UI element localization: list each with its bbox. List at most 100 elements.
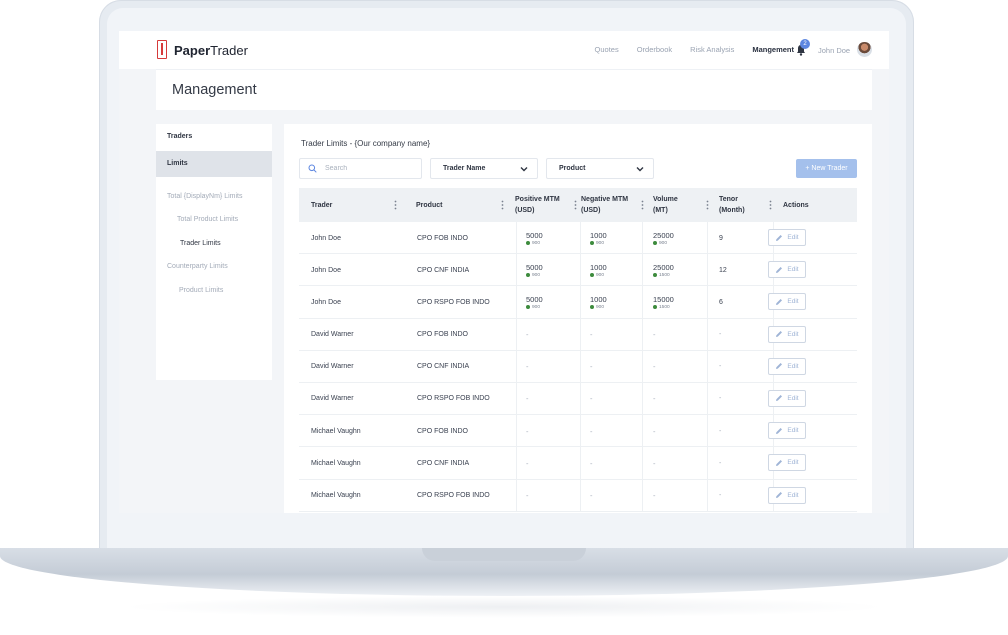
column-menu-icon[interactable] (501, 200, 504, 210)
table-row[interactable]: David Warner CPO RSPO FOB INDO - - - - E… (299, 382, 857, 416)
cell-trader: David Warner (311, 395, 354, 403)
avatar[interactable] (857, 42, 872, 57)
sidebar-item-limits[interactable]: Limits (156, 151, 272, 177)
negative-mtm-value: 1000 (590, 230, 607, 240)
cell-product: CPO CNF INDIA (417, 266, 470, 274)
cell-negative-mtm: - (590, 383, 593, 415)
column-menu-icon[interactable] (574, 200, 577, 210)
cell-negative-mtm: 1000 900 (590, 254, 607, 286)
positive-mtm-value: 5000 (526, 294, 543, 304)
pencil-icon (776, 234, 783, 241)
table-row[interactable]: Michael Vaughn CPO RSPO FOB INDO - - - -… (299, 479, 857, 512)
table-row[interactable]: Michael Vaughn CPO FOB INDO - - - - Edit (299, 415, 857, 448)
col-header-positive-mtm-line2: (USD) (515, 207, 535, 214)
column-divider (516, 415, 517, 448)
trader-name-dropdown[interactable]: Trader Name (430, 158, 538, 179)
user-name[interactable]: John Doe (818, 46, 851, 55)
search-input[interactable] (325, 165, 415, 172)
negative-mtm-value: - (590, 458, 593, 468)
col-header-volume[interactable]: Volume (MT) (653, 188, 678, 222)
col-header-tenor[interactable]: Tenor (Month) (719, 188, 745, 222)
cell-trader: Michael Vaughn (311, 492, 361, 499)
table-row[interactable]: John Doe CPO FOB INDO 5000 900 1000 900 … (299, 222, 857, 255)
col-header-negative-mtm[interactable]: Negative MTM (USD) (581, 188, 628, 222)
column-divider (580, 350, 581, 383)
negative-mtm-value: - (590, 394, 593, 404)
column-divider (516, 350, 517, 383)
volume-value: - (653, 362, 656, 372)
column-divider (707, 222, 708, 254)
sidebar-item-total-product-limits[interactable]: Total Product Limits (177, 216, 239, 223)
cell-trader: Michael Vaughn (311, 459, 361, 467)
col-header-product[interactable]: Product (416, 201, 443, 209)
column-menu-icon[interactable] (706, 200, 709, 210)
edit-button[interactable]: Edit (768, 357, 806, 375)
edit-button-label: Edit (787, 394, 799, 402)
page-header: Management (156, 69, 872, 110)
edit-button[interactable]: Edit (768, 486, 806, 504)
volume-value: 25000 (653, 262, 674, 272)
column-menu-icon[interactable] (769, 200, 772, 210)
nav-risk-analysis[interactable]: Risk Analysis (690, 45, 735, 54)
edit-button[interactable]: Edit (768, 261, 806, 279)
negative-mtm-sub-value: 900 (596, 304, 605, 310)
status-dot-icon (653, 273, 657, 278)
negative-mtm-sub-value: 900 (596, 272, 605, 278)
sidebar-item-trader-limits[interactable]: Trader Limits (180, 240, 221, 247)
column-menu-icon[interactable] (641, 200, 644, 210)
product-dropdown-label: Product (559, 165, 586, 172)
new-trader-button[interactable]: + New Trader (796, 159, 857, 178)
column-divider (516, 254, 517, 287)
edit-button[interactable]: Edit (768, 293, 806, 311)
table-row[interactable]: Michael Vaughn CPO CNF INDIA - - - - Edi… (299, 447, 857, 480)
nav-management[interactable]: Mangement (752, 45, 794, 54)
volume-value: - (653, 394, 656, 404)
column-divider (516, 479, 517, 512)
column-menu-icon[interactable] (394, 200, 397, 210)
sidebar-item-counterparty-limits[interactable]: Counterparty Limits (167, 263, 228, 270)
column-divider (707, 286, 708, 319)
table-row[interactable]: David Warner CPO FOB INDO - - - - Edit (299, 318, 857, 351)
edit-button[interactable]: Edit (768, 389, 806, 407)
cell-positive-mtm: 5000 900 (526, 254, 543, 286)
nav-quotes[interactable]: Quotes (594, 45, 619, 54)
column-divider (707, 254, 708, 287)
edit-button[interactable]: Edit (768, 229, 806, 246)
cell-product: CPO FOB INDO (417, 331, 468, 339)
status-dot-icon (590, 305, 594, 310)
cell-product: CPO FOB INDO (417, 234, 468, 242)
app-logo[interactable]: PaperTrader (174, 43, 248, 58)
col-header-tenor-line1: Tenor (719, 196, 738, 203)
col-header-positive-mtm-line1: Positive MTM (515, 196, 560, 203)
column-divider (516, 286, 517, 319)
cell-tenor: 12 (719, 266, 727, 274)
edit-button-label: Edit (787, 362, 799, 370)
col-header-trader[interactable]: Trader (311, 201, 333, 209)
sidebar-item-product-limits[interactable]: Product Limits (179, 287, 224, 294)
col-header-positive-mtm[interactable]: Positive MTM (USD) (515, 188, 560, 222)
column-divider (580, 318, 581, 351)
edit-button[interactable]: Edit (768, 422, 806, 440)
volume-value: 25000 (653, 230, 674, 240)
column-divider (580, 286, 581, 319)
positive-mtm-value: - (526, 458, 529, 468)
column-divider (707, 479, 708, 512)
column-divider (580, 415, 581, 448)
column-divider (580, 479, 581, 512)
nav-orderbook[interactable]: Orderbook (636, 45, 673, 54)
negative-mtm-sub-value: 900 (596, 240, 605, 246)
laptop-notch (422, 548, 586, 561)
table-row[interactable]: David Warner CPO CNF INDIA - - - - Edit (299, 350, 857, 383)
table-row[interactable]: John Doe CPO RSPO FOB INDO 5000 900 1000… (299, 286, 857, 319)
column-divider (516, 447, 517, 480)
product-dropdown[interactable]: Product (546, 158, 654, 179)
pencil-icon (776, 298, 783, 305)
panel-title: Trader Limits - {Our company name} (301, 139, 431, 148)
table-row[interactable]: John Doe CPO CNF INDIA 5000 900 1000 900… (299, 254, 857, 287)
edit-button[interactable]: Edit (768, 325, 806, 343)
edit-button[interactable]: Edit (768, 454, 806, 472)
chevron-down-icon (636, 167, 644, 172)
sidebar-item-total-limits[interactable]: Total {DisplayNm} Limits (167, 193, 243, 200)
cell-positive-mtm: - (526, 480, 529, 512)
sidebar-item-traders[interactable]: Traders (167, 133, 193, 140)
